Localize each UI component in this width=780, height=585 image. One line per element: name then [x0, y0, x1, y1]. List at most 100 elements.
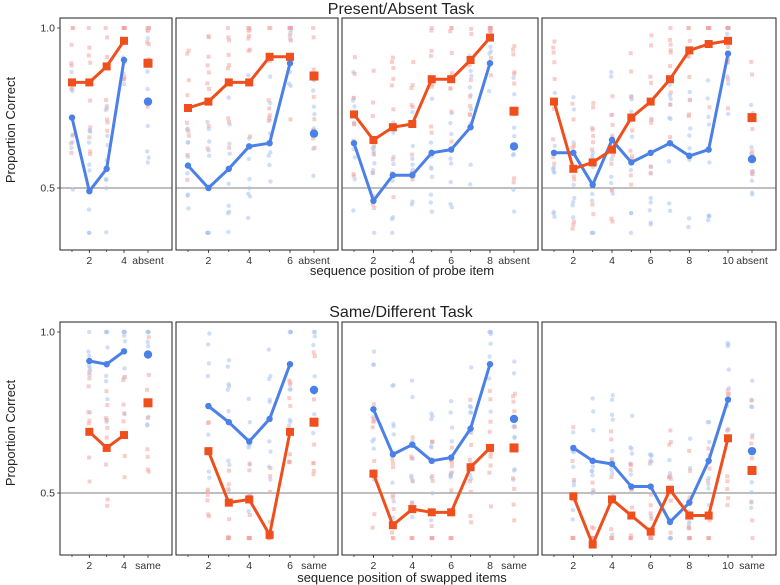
subject-dot-red	[511, 399, 516, 404]
subject-dot-red	[449, 488, 454, 493]
data-point-red	[550, 97, 558, 106]
subject-dot-red	[311, 461, 316, 466]
subject-dot-red	[311, 397, 316, 402]
subject-dot-red	[88, 149, 93, 154]
subject-dot-red	[351, 173, 356, 178]
subject-dot-blue	[105, 133, 110, 138]
data-point-blue	[409, 172, 416, 179]
subject-dot-blue	[726, 81, 731, 86]
subject-dot-blue	[226, 408, 231, 414]
subject-dot-red	[552, 60, 557, 65]
panel-frame	[175, 17, 339, 251]
subject-dot-red	[609, 475, 614, 480]
subject-dot-blue	[70, 187, 76, 192]
x-tick-label-same: same	[135, 560, 161, 572]
subject-dot-red	[488, 73, 493, 78]
subject-dot-red	[488, 454, 493, 459]
subject-dot-red	[649, 43, 654, 48]
subject-dot-red	[705, 478, 710, 483]
subject-dot-red	[206, 86, 211, 91]
x-tick-label: 6	[648, 560, 654, 572]
subject-dot-red	[390, 460, 395, 465]
subject-dot-red	[104, 98, 109, 103]
subject-dot-blue	[749, 505, 754, 510]
subject-dot-red	[288, 452, 293, 457]
data-point-blue	[686, 499, 693, 506]
subject-dot-blue	[121, 329, 126, 335]
subject-dot-red	[469, 31, 474, 36]
subject-dot-blue	[609, 397, 615, 403]
subject-dot-blue	[609, 174, 614, 180]
subject-dot-red	[391, 76, 396, 81]
subject-dot-red	[372, 416, 377, 421]
subject-dot-red	[468, 94, 473, 99]
subject-dot-red	[488, 419, 493, 424]
x-tick-label: 10	[722, 255, 734, 267]
subject-dot-blue	[749, 145, 754, 150]
subject-dot-red	[312, 145, 317, 150]
subject-dot-red	[87, 135, 92, 140]
subject-dot-red	[205, 81, 210, 86]
subject-dot-red	[552, 161, 557, 166]
subject-dot-blue	[648, 195, 653, 201]
subject-dot-red	[247, 468, 252, 473]
subject-dot-red	[687, 448, 692, 453]
subject-dot-blue	[687, 146, 692, 151]
subject-dot-red	[687, 97, 692, 102]
subject-dot-red	[352, 122, 357, 127]
subject-dot-blue	[629, 446, 634, 451]
subject-dot-blue	[610, 448, 615, 454]
subject-dot-red	[145, 28, 150, 33]
subject-dot-red	[311, 472, 316, 477]
subject-dot-red	[311, 350, 316, 355]
subject-dot-blue	[570, 199, 576, 205]
subject-dot-red	[591, 101, 596, 106]
subject-dot-blue	[726, 367, 732, 372]
subject-dot-red	[688, 468, 693, 473]
subject-dot-red	[725, 106, 730, 111]
subject-dot-blue	[468, 365, 474, 370]
subject-dot-blue	[551, 211, 556, 216]
subject-dot-blue	[105, 396, 110, 402]
subject-dot-red	[206, 70, 211, 75]
subject-dots	[370, 329, 517, 541]
subject-dot-blue	[707, 160, 712, 165]
data-point-blue	[389, 451, 397, 458]
panel-frame	[59, 321, 173, 556]
subject-dot-red	[668, 90, 673, 95]
data-point-blue	[647, 149, 654, 156]
subject-dot-blue	[311, 173, 316, 178]
subject-dot-red	[410, 500, 415, 505]
subject-dot-blue	[487, 354, 492, 359]
bottom-y-axis-label: Proportion Correct	[3, 380, 18, 487]
subject-dot-blue	[629, 134, 635, 139]
data-point-red	[388, 123, 397, 132]
subject-dot-red	[372, 458, 377, 463]
subject-dot-red	[628, 51, 633, 56]
subject-dot-red	[468, 112, 473, 117]
subject-dot-red	[266, 118, 271, 123]
subject-dot-red	[311, 136, 316, 141]
subject-dot-blue	[225, 364, 231, 369]
subject-dot-red	[649, 120, 654, 125]
subject-dot-red	[449, 109, 454, 114]
subject-dot-red	[572, 177, 577, 182]
subject-dot-blue	[246, 191, 251, 197]
subject-dot-red	[86, 53, 91, 58]
subject-dot-red	[628, 95, 633, 100]
subject-dot-red	[512, 486, 517, 491]
subject-dot-blue	[648, 222, 653, 227]
subject-dot-blue	[207, 331, 212, 336]
subject-dot-blue	[448, 179, 453, 185]
subject-dot-red	[609, 437, 614, 442]
subject-dot-red	[372, 512, 377, 517]
subject-dot-red	[87, 370, 92, 375]
subject-dot-blue	[589, 198, 595, 203]
subject-dot-blue	[667, 208, 673, 214]
subject-dot-red	[668, 50, 673, 55]
subject-dot-blue	[268, 74, 273, 79]
subject-dot-red	[390, 465, 395, 470]
subject-dot-red	[449, 445, 454, 450]
subject-dot-blue	[428, 200, 434, 205]
data-point-blue	[570, 149, 577, 156]
